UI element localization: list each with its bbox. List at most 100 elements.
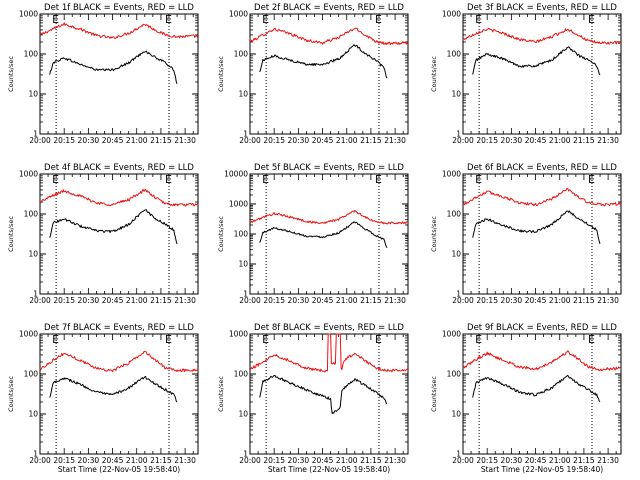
plot-frame	[39, 333, 199, 455]
y-axis-label: Counts/sec	[217, 376, 225, 412]
x-tick-label: 20:30	[288, 136, 310, 145]
x-tick-label: 20:15	[53, 296, 75, 305]
y-axis-label: Counts/sec	[217, 56, 225, 92]
y-tick-label: 1	[33, 450, 38, 459]
x-tick-label: 20:45	[312, 456, 334, 465]
y-tick-label: 1000	[229, 10, 248, 19]
detector-panel: Det 1f BLACK = Events, RED = LLD 1 10 100 10…	[7, 3, 199, 145]
events-series-line	[259, 221, 388, 248]
lld-series-line	[249, 210, 409, 225]
x-tick-label: 21:15	[360, 136, 382, 145]
y-tick-label: 10	[451, 410, 461, 419]
x-tick-label: 21:30	[384, 456, 406, 465]
x-tick-label: 21:30	[597, 296, 619, 305]
x-tick-label: 20:15	[263, 136, 285, 145]
x-tick-label: 20:30	[501, 456, 523, 465]
panel-title: Det 3f BLACK = Events, RED = LLD	[467, 3, 617, 13]
x-tick-label: 21:00	[126, 136, 148, 145]
y-axis-label: Counts/sec	[217, 216, 225, 252]
y-tick-label: 1	[456, 130, 461, 139]
x-tick-label: 20:00	[452, 296, 474, 305]
panel-title: Det 8f BLACK = Events, RED = LLD	[254, 323, 404, 333]
x-tick-label: 21:30	[174, 296, 196, 305]
x-tick-label: 20:30	[78, 136, 100, 145]
lld-series-line	[39, 188, 199, 207]
panel-title: Det 7f BLACK = Events, RED = LLD	[44, 323, 194, 333]
x-tick-label: 20:30	[78, 296, 100, 305]
marker-label: E	[165, 173, 172, 186]
y-tick-label: 10	[238, 90, 248, 99]
plot-frame	[249, 13, 409, 135]
marker-label: E	[262, 333, 269, 346]
x-tick-label: 21:30	[384, 136, 406, 145]
y-tick-label: 1000	[442, 330, 461, 339]
events-series-line	[259, 374, 388, 414]
y-tick-label: 10	[238, 410, 248, 419]
x-tick-label: 21:15	[573, 456, 595, 465]
x-tick-label: 20:45	[525, 456, 547, 465]
marker-label: E	[475, 173, 482, 186]
marker-label: E	[375, 13, 382, 26]
x-tick-label: 20:15	[476, 136, 498, 145]
y-tick-label: 10	[28, 410, 38, 419]
y-tick-label: 100	[447, 210, 462, 219]
y-axis-label: Counts/sec	[7, 376, 15, 412]
marker-label: E	[475, 333, 482, 346]
y-tick-label: 100	[447, 50, 462, 59]
x-tick-label: 21:15	[360, 296, 382, 305]
y-tick-label: 100	[24, 210, 39, 219]
x-tick-label: 20:00	[29, 456, 51, 465]
y-tick-label: 1000	[229, 330, 248, 339]
x-tick-label: 21:30	[384, 296, 406, 305]
detector-panel: Det 2f BLACK = Events, RED = LLD 1 10 100 10…	[217, 3, 409, 145]
panel-title: Det 1f BLACK = Events, RED = LLD	[44, 3, 194, 13]
events-series-line	[472, 374, 601, 403]
x-tick-label: 21:00	[336, 296, 358, 305]
detector-panel: Det 9f BLACK = Events, RED = LLD 1 10 100 10…	[430, 323, 622, 474]
marker-label: E	[375, 173, 382, 186]
y-axis-label: Counts/sec	[7, 56, 15, 92]
panel-title: Det 4f BLACK = Events, RED = LLD	[44, 163, 194, 173]
panel-title: Det 6f BLACK = Events, RED = LLD	[467, 163, 617, 173]
plot-frame	[39, 13, 199, 135]
x-tick-label: 20:15	[476, 456, 498, 465]
detector-panel: Det 7f BLACK = Events, RED = LLD 1 10 100 10…	[7, 323, 199, 474]
y-tick-label: 100	[234, 230, 249, 239]
x-tick-label: 21:30	[174, 136, 196, 145]
plot-frame	[249, 333, 409, 455]
x-tick-label: 21:15	[150, 456, 172, 465]
x-tick-label: 20:30	[501, 136, 523, 145]
lld-series-line	[249, 27, 409, 46]
x-tick-label: 20:30	[288, 456, 310, 465]
x-tick-label: 21:15	[573, 136, 595, 145]
plot-frame	[462, 173, 622, 295]
x-tick-label: 20:15	[53, 136, 75, 145]
x-tick-label: 21:00	[549, 456, 571, 465]
y-tick-label: 100	[24, 50, 39, 59]
x-tick-label: 21:00	[336, 456, 358, 465]
y-tick-label: 100	[447, 370, 462, 379]
y-axis-label: Counts/sec	[430, 376, 438, 412]
y-tick-label: 1000	[229, 200, 248, 209]
x-tick-label: 20:00	[239, 296, 261, 305]
marker-label: E	[588, 173, 595, 186]
lld-series-line	[249, 333, 409, 373]
x-tick-label: 21:00	[126, 296, 148, 305]
x-axis-label: Start Time (22-Nov-05 19:58:40)	[58, 465, 180, 474]
y-tick-label: 1000	[19, 10, 38, 19]
lld-series-line	[462, 27, 622, 45]
panel-title: Det 9f BLACK = Events, RED = LLD	[467, 323, 617, 333]
x-tick-label: 20:00	[239, 136, 261, 145]
x-tick-label: 20:00	[452, 456, 474, 465]
marker-label: E	[262, 13, 269, 26]
y-tick-label: 1	[456, 450, 461, 459]
y-tick-label: 1000	[19, 330, 38, 339]
y-tick-label: 1	[243, 290, 248, 299]
plot-frame	[462, 333, 622, 455]
y-tick-label: 10	[28, 250, 38, 259]
x-tick-label: 20:45	[102, 456, 124, 465]
y-tick-label: 100	[234, 50, 249, 59]
x-tick-label: 21:30	[597, 456, 619, 465]
marker-label: E	[52, 173, 59, 186]
